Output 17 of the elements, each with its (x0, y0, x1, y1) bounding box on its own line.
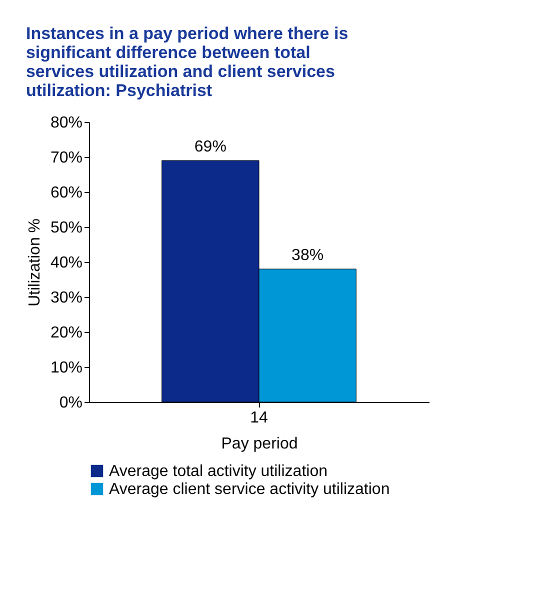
y-tick-label: 40% (50, 254, 82, 272)
y-tick-label: 60% (50, 184, 82, 202)
y-tick-label: 50% (50, 220, 82, 236)
legend-label: Average client service activity utilization (109, 481, 390, 498)
y-tick-label: 10% (50, 360, 82, 376)
y-tick-label: 70% (50, 150, 82, 166)
x-axis-title: Pay period (221, 436, 298, 452)
legend-label: Average total activity utilization (109, 463, 328, 480)
y-tick-label: 80% (50, 114, 82, 132)
x-tick-label: 14 (250, 410, 268, 426)
chart-title: Instances in a pay period where there is significant difference between total services utilization and client services utilization: Psychiatrist (26, 24, 348, 100)
y-axis-title: Utilization % (26, 218, 44, 307)
data-label: 38% (292, 247, 324, 264)
y-tick-label: 30% (50, 290, 82, 306)
data-label: 69% (194, 138, 226, 156)
y-tick-label: 0% (59, 394, 82, 412)
y-tick-label: 20% (50, 324, 82, 342)
